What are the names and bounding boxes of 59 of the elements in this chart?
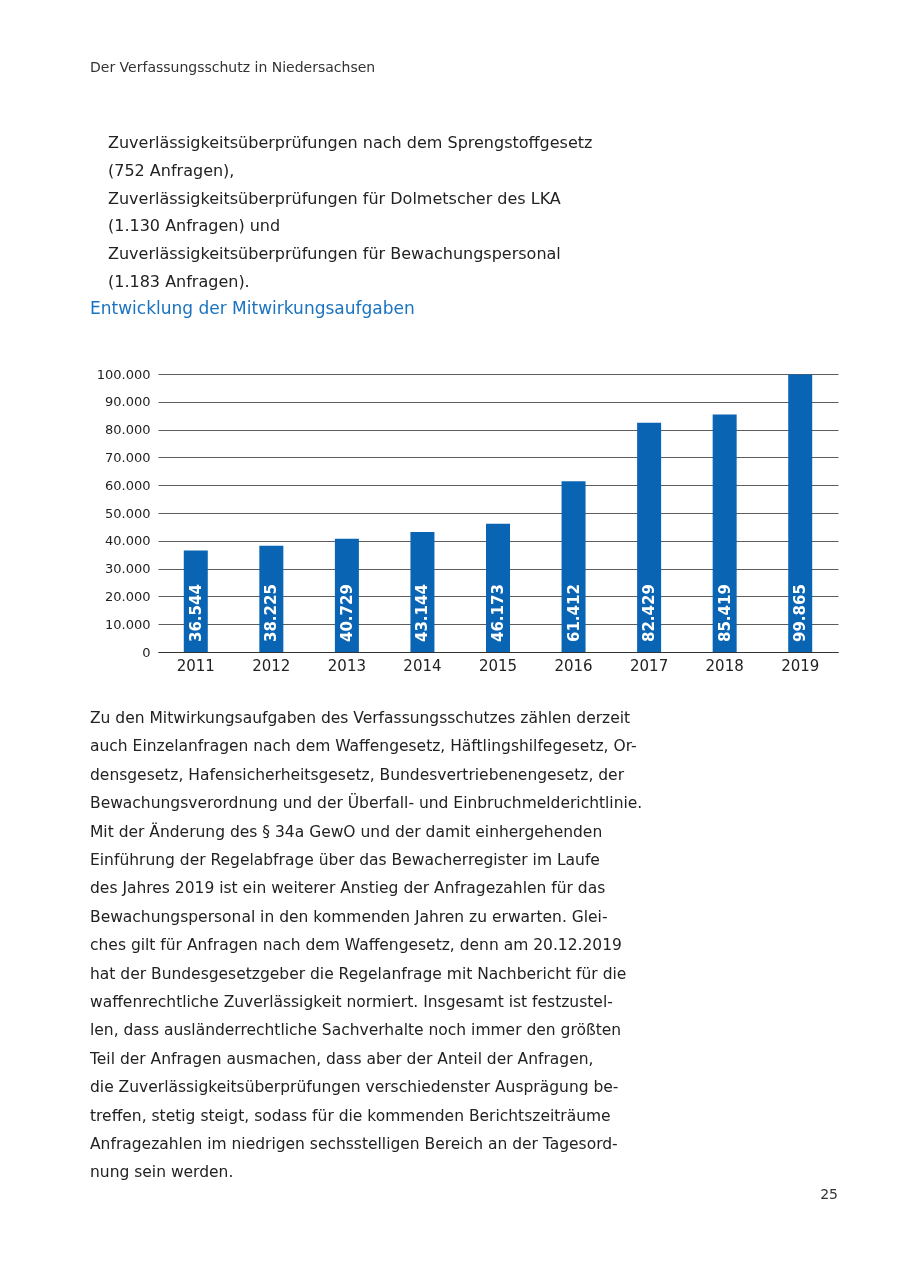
y-tick-label: 90.000: [105, 394, 151, 410]
text: len, dass ausländerrechtliche Sachverhalte noch immer den größten: [90, 1021, 622, 1040]
y-tick-label: 100.000: [96, 366, 151, 382]
text: Anfragezahlen im niedrigen sechsstelligen Bereich an der Tagesord-: [90, 1135, 618, 1153]
text: Zuverlässigkeitsüberprüfungen für Dolmetscher des LKA: [108, 188, 561, 208]
text: treffen, stetig steigt, sodass für die kommenden Berichtszeiträume: [90, 1106, 611, 1125]
x-tick-label: 2013: [327, 656, 366, 675]
data-label: 82.429: [640, 584, 659, 642]
x-tick-label: 2012: [252, 656, 291, 675]
text: hat der Bundesgesetzgeber die Regelanfrage mit Nachbericht für die: [90, 964, 627, 983]
text: ches gilt für Anfragen nach dem Waffengesetz, denn am 20.12.2019: [90, 936, 622, 955]
data-label: 46.173: [489, 584, 507, 642]
text: des Jahres 2019 ist ein weiterer Anstieg der Anfragezahlen für das: [90, 879, 606, 898]
y-tick-label: 20.000: [105, 588, 151, 604]
data-label: 99.865: [791, 584, 810, 642]
text: Zuverlässigkeitsüberprüfungen nach dem Sprengstoffgesetz: [108, 133, 593, 152]
text: Der Verfassungsschutz in Niedersachsen: [90, 59, 376, 75]
x-tick-label: 2019: [781, 656, 820, 675]
x-tick-label: 2011: [176, 656, 215, 675]
text: nung sein werden.: [90, 1163, 234, 1182]
y-tick-label: 10.000: [105, 616, 151, 632]
text: Einführung der Regelabfrage über das Bewacherregister im Laufe: [90, 851, 600, 869]
bar: [788, 374, 813, 652]
chart-title: Entwicklung der Mitwirkungsaufgaben: [90, 298, 415, 318]
text: auch Einzelanfragen nach dem Waffengesetz, Häftlingshilfegesetz, Or-: [90, 737, 637, 756]
x-tick-label: 2016: [554, 656, 593, 675]
data-label: 43.144: [413, 584, 432, 642]
y-tick-label: 30.000: [105, 561, 151, 577]
text: Bewachungsverordnung und der Überfall- und Einbruchmelderichtlinie.: [90, 793, 643, 813]
x-tick-label: 2014: [403, 656, 442, 675]
data-label: 85.419: [715, 584, 734, 642]
text: Teil der Anfragen ausmachen, dass aber der Anteil der Anfragen,: [89, 1049, 594, 1068]
text: Mit der Änderung des § 34a GewO und der damit einhergehenden: [90, 821, 603, 841]
y-tick-label: 60.000: [105, 477, 151, 493]
data-label: 61.412: [564, 584, 583, 642]
y-tick-label: 80.000: [105, 422, 151, 438]
data-label: 38.225: [262, 584, 281, 642]
x-tick-label: 2017: [630, 656, 669, 675]
bar: [561, 481, 586, 652]
bar: [637, 422, 662, 652]
text: waffenrechtliche Zuverlässigkeit normiert. Insgesamt ist festzustel-: [90, 993, 613, 1011]
data-label: 36.544: [186, 584, 205, 642]
text: (1.130 Anfragen) und: [108, 216, 281, 236]
text: Bewachungspersonal in den kommenden Jahren zu erwarten. Glei-: [90, 907, 608, 926]
text: Zuverlässigkeitsüberprüfungen für Bewachungspersonal: [108, 244, 561, 264]
text: Zu den Mitwirkungsaufgaben des Verfassungsschutzes zählen derzeit: [90, 709, 631, 727]
text: (1.183 Anfragen).: [108, 272, 250, 291]
text: 25: [820, 1186, 838, 1202]
data-label: 40.729: [337, 584, 356, 642]
y-tick-label: 0: [142, 644, 151, 660]
y-tick-label: 50.000: [105, 505, 151, 521]
text: densgesetz, Hafensicherheitsgesetz, Bundesvertriebenengesetz, der: [90, 765, 625, 784]
x-tick-label: 2015: [478, 656, 518, 675]
y-tick-label: 70.000: [105, 449, 151, 465]
text: (752 Anfragen),: [108, 160, 235, 180]
y-tick-label: 40.000: [105, 533, 151, 549]
x-tick-label: 2018: [705, 656, 744, 675]
bar: [712, 414, 737, 652]
text: die Zuverlässigkeitsüberprüfungen verschiedenster Ausprägung be-: [90, 1078, 619, 1097]
